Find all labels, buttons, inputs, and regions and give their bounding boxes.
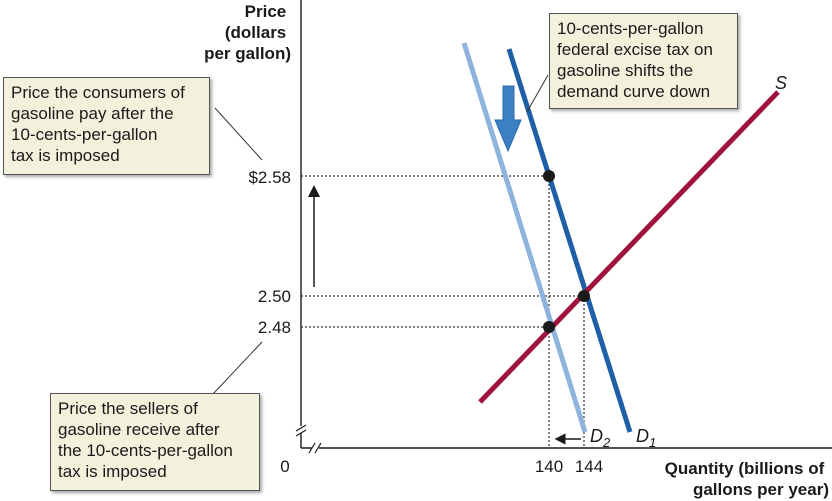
d2-label: D2 (590, 426, 611, 450)
callout-consumer-price: Price the consumers of gasoline pay after… (3, 77, 210, 175)
callout-line: gasoline pay after the (11, 104, 174, 123)
point-consumer-price (543, 170, 555, 182)
callout-line: 10-cents-per-gallon (557, 19, 704, 38)
callout-line: gasoline receive after (58, 420, 220, 439)
callout-line: federal excise tax on (557, 40, 713, 59)
callout-tax-shift: 10-cents-per-gallon federal excise tax on… (549, 13, 738, 109)
demand-shift-arrow (494, 85, 522, 153)
demand-curve-d1 (506, 48, 633, 433)
x-tick-144: 144 (575, 457, 603, 476)
y-tick-2-48: 2.48 (258, 318, 291, 337)
callout-line: the 10-cents-per-gallon (58, 441, 233, 460)
callout-line: Price the sellers of (58, 399, 198, 418)
demand-curve-d2 (461, 42, 588, 433)
point-seller-price (543, 321, 555, 333)
callout-pointer-tax (526, 74, 549, 113)
axis-break-x-mark (308, 442, 322, 454)
x-axis-title: Quantity (billions of gallons per year) (665, 459, 829, 499)
d1-label: D1 (636, 426, 656, 450)
x-tick-140: 140 (535, 457, 563, 476)
callout-line: tax is imposed (58, 462, 167, 481)
supply-curve-s (478, 90, 780, 404)
origin-label: 0 (280, 457, 289, 476)
supply-label: S (775, 73, 787, 93)
callout-line: tax is imposed (11, 146, 120, 165)
callout-line: 10-cents-per-gallon (11, 125, 158, 144)
axis-break-y-gap (294, 426, 308, 433)
callout-pointer-consumer (214, 107, 263, 161)
callout-pointer-seller (212, 341, 263, 395)
y-tick-2-50: 2.50 (258, 287, 291, 306)
y-tick-2-58: $2.58 (248, 168, 291, 187)
axis-break-x-gap (312, 442, 319, 454)
callout-seller-price: Price the sellers of gasoline receive aft… (50, 393, 260, 491)
callout-line: demand curve down (557, 82, 711, 101)
y-axis-title: Price (dollars per gallon) (204, 2, 291, 63)
point-equilibrium-before-tax (578, 290, 590, 302)
callout-line: gasoline shifts the (557, 61, 694, 80)
axis-break-y-mark (295, 424, 307, 437)
callout-line: Price the consumers of (11, 83, 185, 102)
